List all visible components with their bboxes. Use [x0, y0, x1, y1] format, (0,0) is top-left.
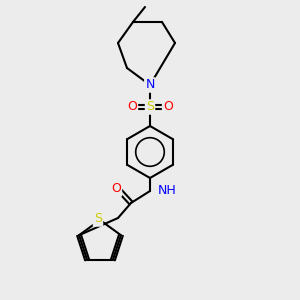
Text: O: O — [111, 182, 121, 196]
Text: S: S — [94, 212, 102, 226]
Text: O: O — [127, 100, 137, 113]
Text: N: N — [145, 79, 155, 92]
Text: O: O — [163, 100, 173, 113]
Text: S: S — [146, 100, 154, 113]
Text: NH: NH — [158, 184, 177, 197]
